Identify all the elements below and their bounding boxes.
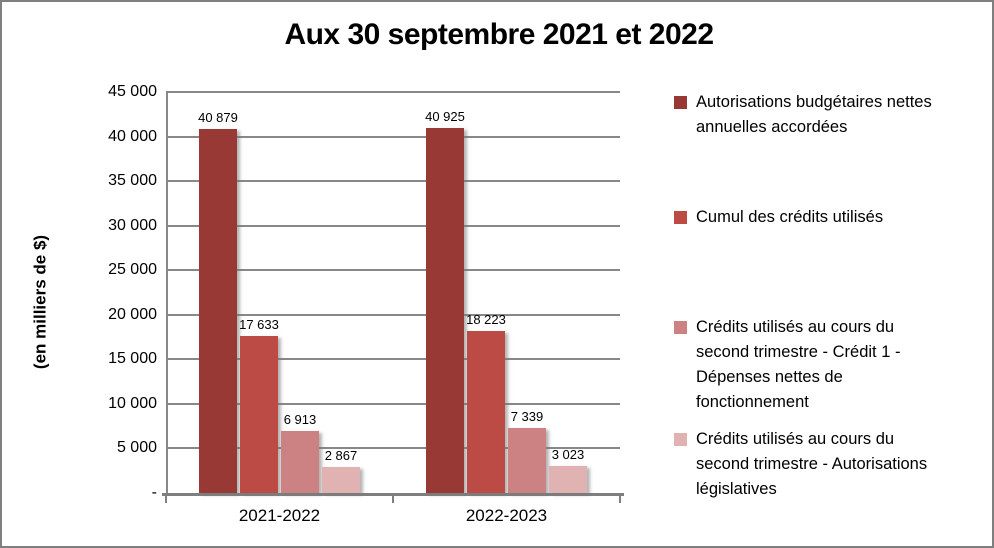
y-tick-label: 45 000 (108, 83, 157, 100)
bar-group-2022-2023 (426, 92, 587, 493)
bar-value-label: 17 633 (239, 316, 279, 332)
gridline (166, 358, 620, 361)
bar-series4-2021-2022 (322, 467, 360, 493)
bar-series3-2022-2023 (508, 427, 546, 493)
bar-series4-2022-2023 (549, 466, 587, 493)
bar-value-label: 40 879 (198, 109, 238, 125)
bar-value-label: 2 867 (324, 448, 358, 464)
bar-series2-2022-2023 (467, 330, 505, 493)
y-tick-label: - (151, 484, 157, 501)
legend-swatch-icon (674, 96, 687, 109)
bar-value-label: 40 925 (425, 109, 465, 125)
chart-title: Aux 30 septembre 2021 et 2022 (284, 18, 714, 51)
bar-series3-2021-2022 (281, 431, 319, 493)
x-axis-tick (619, 493, 621, 503)
y-tick-label: 10 000 (108, 394, 157, 412)
gridline (166, 91, 620, 93)
legend-label: Crédits utilisés au cours du second trim… (696, 430, 928, 498)
bar-value-label: 18 223 (466, 311, 506, 327)
legend-label: Cumul des crédits utilisés (696, 208, 884, 226)
gridline (166, 135, 620, 138)
gridline (166, 180, 620, 183)
bar-series1-2022-2023 (426, 128, 464, 493)
y-tick-label: 30 000 (108, 216, 157, 234)
bar-series2-2021-2022 (240, 335, 278, 493)
bar-value-label: 3 023 (551, 447, 585, 463)
y-tick-label: 25 000 (108, 261, 157, 279)
bar-group-2021-2022 (199, 92, 360, 493)
legend-item-2: Cumul des crédits utilisés (674, 205, 883, 230)
legend-label: Autorisations budgétaires nettes annuell… (696, 93, 932, 136)
gridline (166, 224, 620, 227)
y-tick-label: 15 000 (108, 350, 157, 368)
plot-area (166, 91, 620, 493)
x-tick-label: 2021-2022 (238, 506, 321, 525)
legend-item-3: Crédits utilisés au cours du second trim… (674, 315, 900, 415)
bar-series1-2021-2022 (199, 128, 237, 493)
gridline (166, 447, 620, 450)
legend-swatch-icon (674, 321, 687, 334)
gridline (166, 313, 620, 316)
y-tick-label: 40 000 (108, 127, 157, 145)
legend-item-1: Autorisations budgétaires nettes annuell… (674, 90, 932, 140)
x-tick-label: 2022-2023 (465, 506, 548, 525)
bar-value-label: 6 913 (283, 412, 317, 428)
x-axis-tick (392, 493, 394, 503)
bar-value-label: 7 339 (510, 408, 544, 424)
legend-swatch-icon (674, 211, 687, 224)
gridline (166, 269, 620, 272)
y-tick-label: 20 000 (108, 305, 157, 323)
legend-label: Crédits utilisés au cours du second trim… (696, 318, 901, 411)
y-tick-label: 5 000 (116, 439, 157, 457)
gridline (166, 402, 620, 405)
legend-item-4: Crédits utilisés au cours du second trim… (674, 427, 927, 502)
legend-swatch-icon (674, 433, 687, 446)
x-axis-tick (165, 493, 167, 503)
y-tick-label: 35 000 (108, 172, 157, 190)
legend: Autorisations budgétaires nettes annuell… (674, 2, 986, 546)
y-axis-line (166, 92, 168, 493)
